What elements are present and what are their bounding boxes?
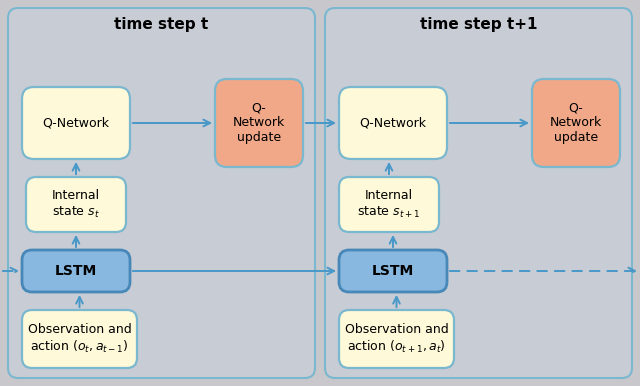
Text: Q-
Network
update: Q- Network update xyxy=(550,102,602,144)
FancyBboxPatch shape xyxy=(339,250,447,292)
FancyBboxPatch shape xyxy=(339,310,454,368)
Text: time step t+1: time step t+1 xyxy=(420,17,537,32)
Text: Internal
state $s_{t+1}$: Internal state $s_{t+1}$ xyxy=(358,190,420,220)
FancyBboxPatch shape xyxy=(339,87,447,159)
Text: Q-
Network
update: Q- Network update xyxy=(233,102,285,144)
FancyBboxPatch shape xyxy=(339,177,439,232)
FancyBboxPatch shape xyxy=(532,79,620,167)
Text: Internal
state $s_t$: Internal state $s_t$ xyxy=(52,190,100,220)
Text: Q-Network: Q-Network xyxy=(360,117,426,129)
Text: Observation and
action $(o_t,a_{t-1})$: Observation and action $(o_t,a_{t-1})$ xyxy=(28,323,131,355)
Text: LSTM: LSTM xyxy=(372,264,414,278)
FancyBboxPatch shape xyxy=(8,8,315,378)
FancyBboxPatch shape xyxy=(325,8,632,378)
Text: Q-Network: Q-Network xyxy=(42,117,109,129)
FancyBboxPatch shape xyxy=(22,310,137,368)
FancyBboxPatch shape xyxy=(22,87,130,159)
Text: time step t: time step t xyxy=(115,17,209,32)
FancyBboxPatch shape xyxy=(22,250,130,292)
Text: Observation and
action $(o_{t+1},a_t)$: Observation and action $(o_{t+1},a_t)$ xyxy=(344,323,449,355)
FancyBboxPatch shape xyxy=(26,177,126,232)
Text: LSTM: LSTM xyxy=(55,264,97,278)
FancyBboxPatch shape xyxy=(215,79,303,167)
